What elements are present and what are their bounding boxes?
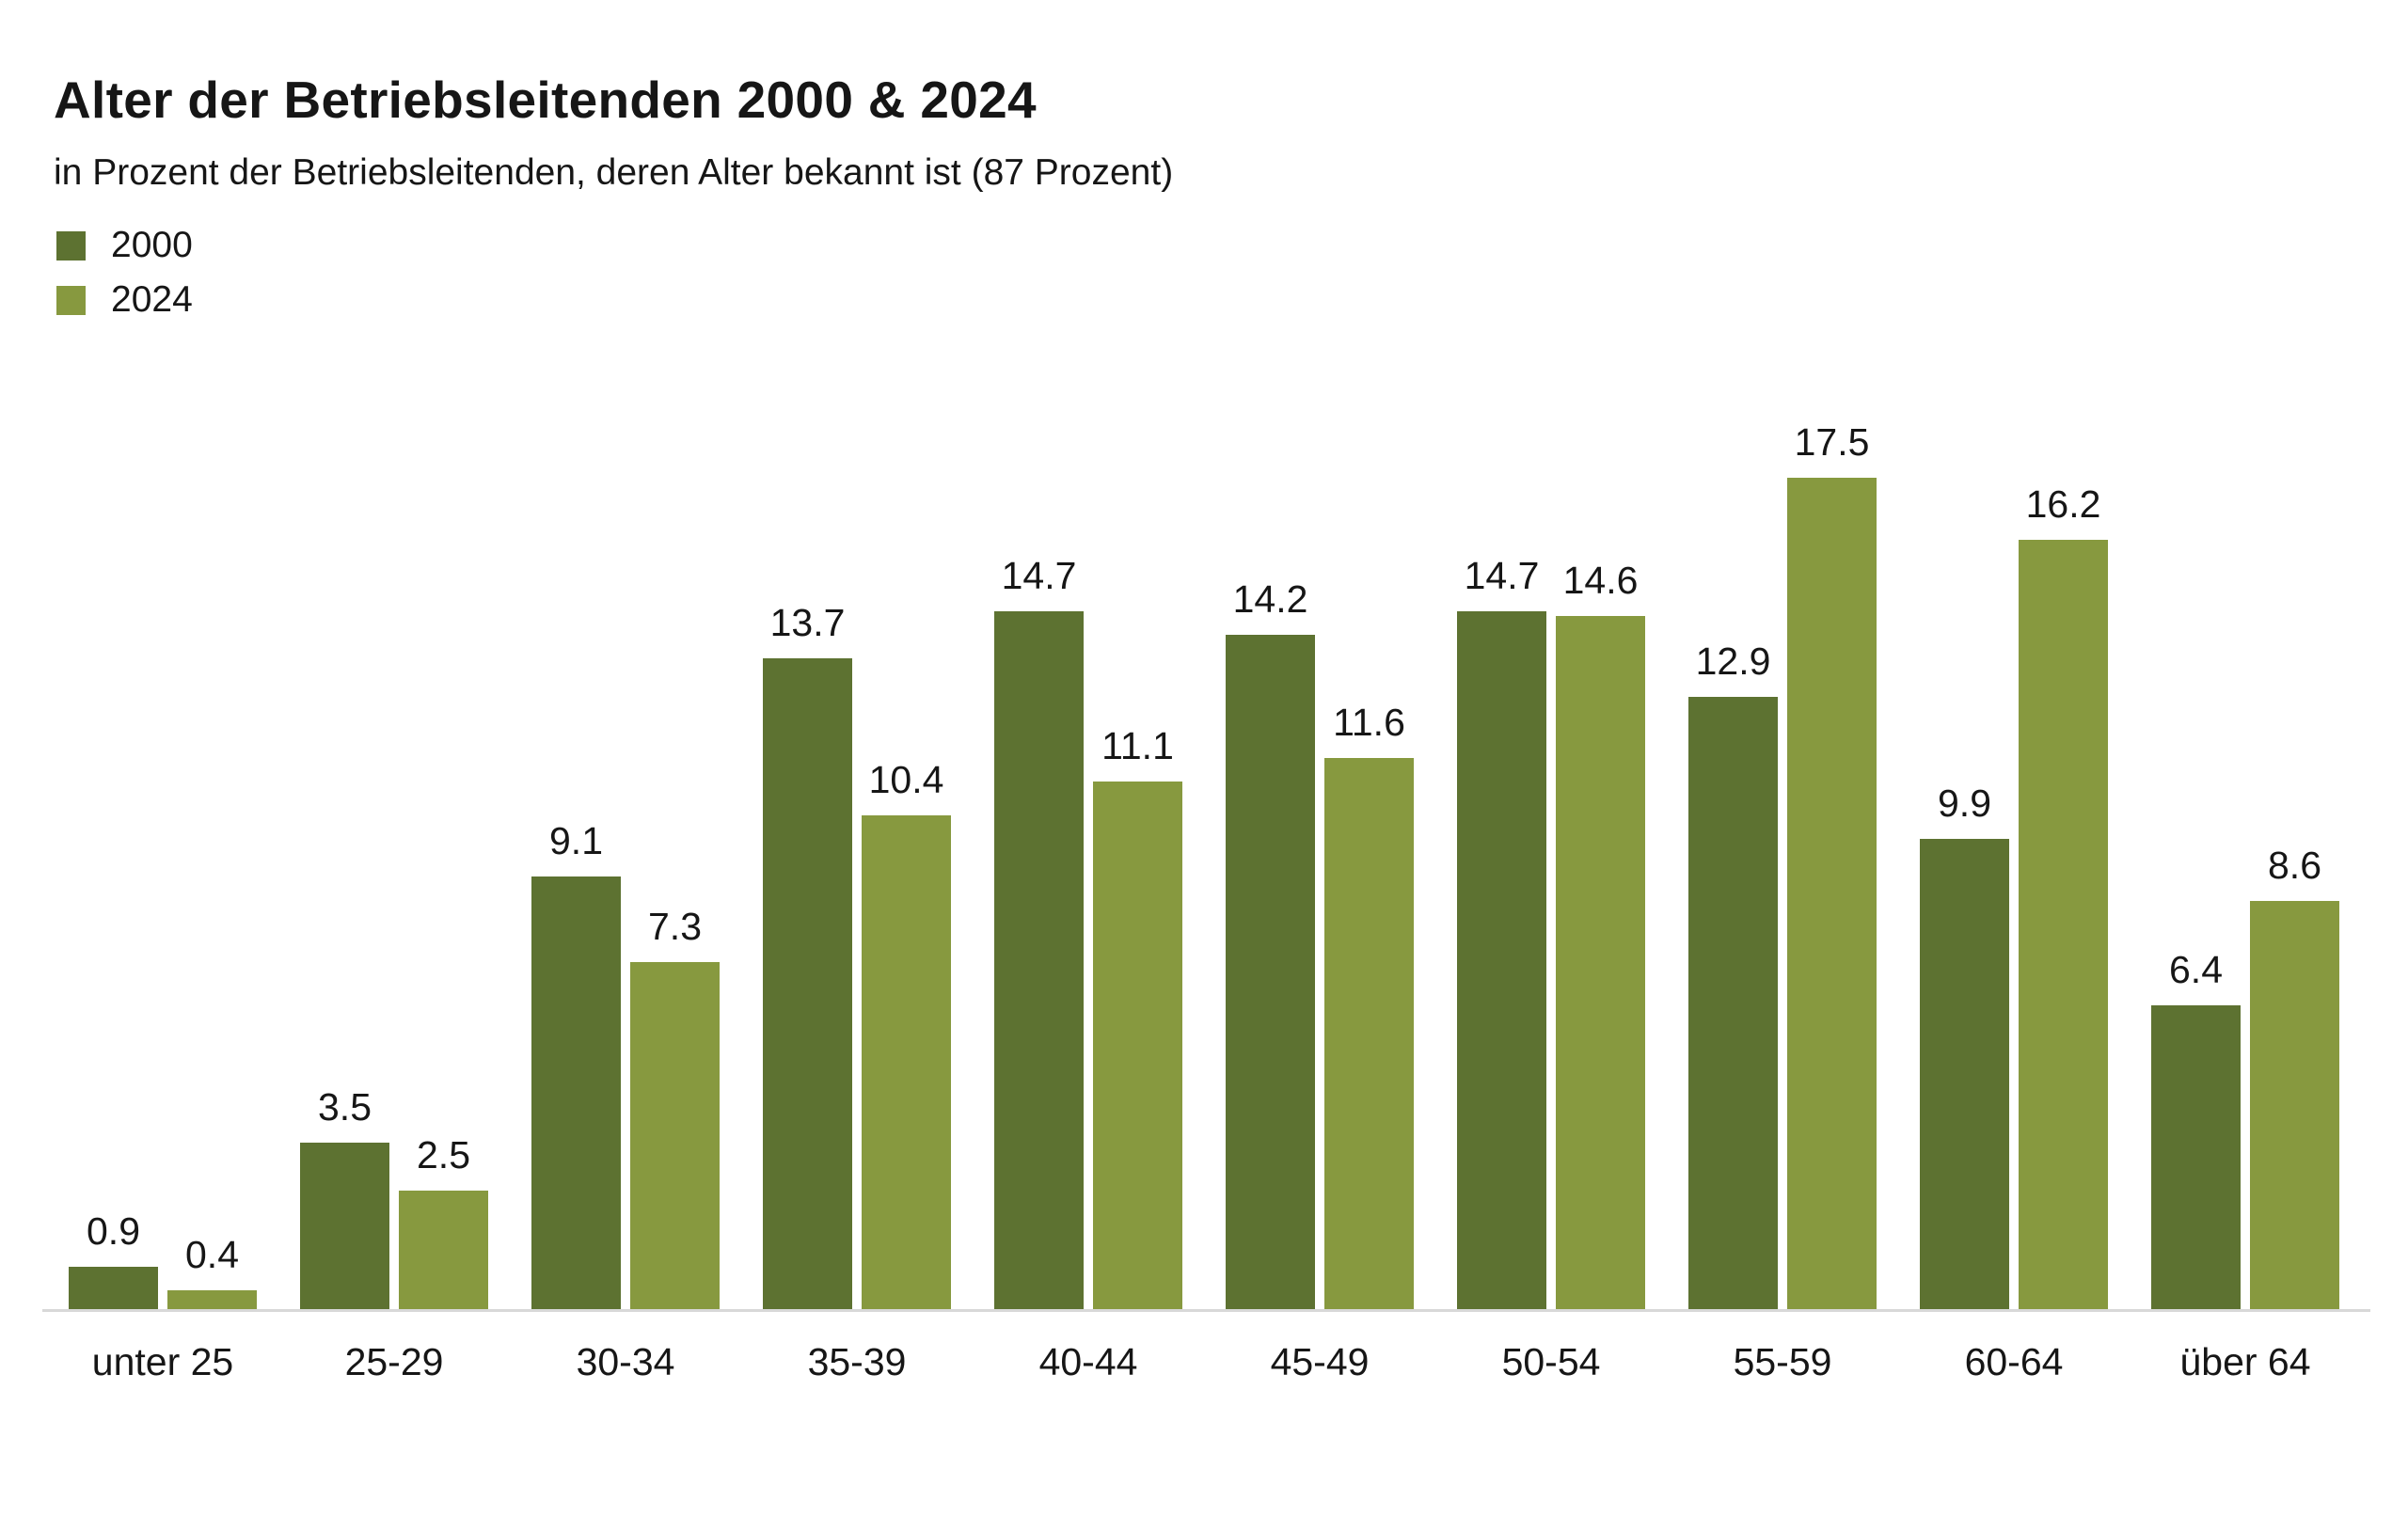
- x-axis-labels: unter 25 25-29 30-34 35-39 40-44 45-49 50-54 55…: [42, 1340, 2370, 1384]
- bar-value-label: 3.5: [318, 1085, 372, 1129]
- x-axis-label: 25-29: [344, 1340, 444, 1383]
- bar-2024: 11.1: [1093, 724, 1182, 1309]
- bar-group: 9.9 16.2: [1920, 482, 2108, 1309]
- bar-value-label: 16.2: [2025, 482, 2101, 526]
- bar-2000: 12.9: [1688, 640, 1778, 1309]
- bar-2000: 14.7: [1457, 554, 1546, 1309]
- x-axis-line: [42, 1309, 2370, 1312]
- x-axis-label: 55-59: [1733, 1340, 1832, 1383]
- bar-value-label: 14.6: [1562, 558, 1639, 602]
- bar-value-label: 7.3: [648, 905, 702, 949]
- bar-value-label: 8.6: [2268, 843, 2321, 887]
- bar-value-label: 9.9: [1938, 782, 1991, 826]
- bar-value-label: 0.4: [185, 1232, 239, 1276]
- bar-2024: 2.5: [399, 1133, 488, 1309]
- legend-item-2024: 2024: [56, 276, 193, 324]
- x-axis-label: 45-49: [1270, 1340, 1370, 1383]
- chart-title: Alter der Betriebsleitenden 2000 & 2024: [54, 71, 1037, 129]
- bar-value-label: 6.4: [2169, 947, 2223, 991]
- bar-value-label: 0.9: [87, 1208, 140, 1253]
- bar-value-label: 13.7: [769, 601, 846, 645]
- bar-group: 14.2 11.6: [1226, 577, 1414, 1309]
- bar-value-label: 14.7: [1464, 553, 1540, 597]
- bar-group: 13.7 10.4: [763, 601, 951, 1309]
- bar-2000: 6.4: [2151, 948, 2241, 1309]
- bar-group: 12.9 17.5: [1688, 420, 1877, 1309]
- legend-swatch-2024-icon: [56, 285, 86, 315]
- bar-group: 3.5 2.5: [300, 1085, 488, 1309]
- bar-2024: 8.6: [2250, 844, 2339, 1309]
- bar-2000: 13.7: [763, 601, 852, 1309]
- bar-2024: 11.6: [1324, 701, 1414, 1309]
- bar-group: 14.7 11.1: [994, 554, 1182, 1309]
- x-axis-label: 35-39: [807, 1340, 907, 1383]
- x-axis-label: 30-34: [576, 1340, 675, 1383]
- bar-2024: 17.5: [1787, 420, 1877, 1309]
- bar-2000: 9.1: [531, 819, 621, 1309]
- chart-subtitle: in Prozent der Betriebsleitenden, deren …: [54, 152, 1174, 193]
- bar-group: 6.4 8.6: [2151, 844, 2339, 1309]
- bar-value-label: 9.1: [549, 819, 603, 863]
- plot-area: 0.9 0.4 3.5 2.5 9.1 7.3 13.7 10.4 14.7 11.1 14.2 11…: [42, 414, 2370, 1448]
- bar-value-label: 11.1: [1101, 724, 1174, 768]
- legend: 2000 2024: [56, 222, 193, 324]
- bar-2024: 7.3: [630, 905, 720, 1309]
- bar-2024: 10.4: [862, 758, 951, 1309]
- bar-value-label: 11.6: [1333, 701, 1405, 745]
- legend-label-2024: 2024: [111, 279, 193, 320]
- bar-group: 9.1 7.3: [531, 819, 720, 1309]
- x-axis-label: über 64: [2179, 1340, 2311, 1383]
- bar-2000: 14.7: [994, 554, 1084, 1309]
- legend-swatch-2000-icon: [56, 230, 86, 261]
- bar-value-label: 2.5: [417, 1132, 470, 1176]
- x-axis-label: 60-64: [1964, 1340, 2064, 1383]
- bar-2000: 0.9: [69, 1209, 158, 1309]
- bar-group: 0.9 0.4: [69, 1209, 257, 1309]
- legend-item-2000: 2000: [56, 222, 193, 269]
- bar-2024: 0.4: [167, 1233, 257, 1309]
- bar-value-label: 10.4: [868, 757, 944, 801]
- x-axis-label: 40-44: [1038, 1340, 1138, 1383]
- plot-groups: 0.9 0.4 3.5 2.5 9.1 7.3 13.7 10.4 14.7 11.1 14.2 11…: [42, 414, 2370, 1309]
- bar-2000: 9.9: [1920, 782, 2009, 1309]
- bar-group: 14.7 14.6: [1457, 554, 1645, 1309]
- legend-label-2000: 2000: [111, 225, 193, 265]
- bar-2024: 14.6: [1556, 559, 1645, 1309]
- x-axis-label: 50-54: [1501, 1340, 1601, 1383]
- bar-value-label: 12.9: [1695, 639, 1771, 683]
- bar-2000: 14.2: [1226, 577, 1315, 1309]
- x-axis-label: unter 25: [91, 1340, 234, 1383]
- bar-value-label: 14.2: [1232, 576, 1308, 621]
- bar-2000: 3.5: [300, 1085, 389, 1309]
- bar-2024: 16.2: [2019, 482, 2108, 1309]
- bar-value-label: 14.7: [1001, 553, 1077, 597]
- bar-value-label: 17.5: [1794, 420, 1870, 465]
